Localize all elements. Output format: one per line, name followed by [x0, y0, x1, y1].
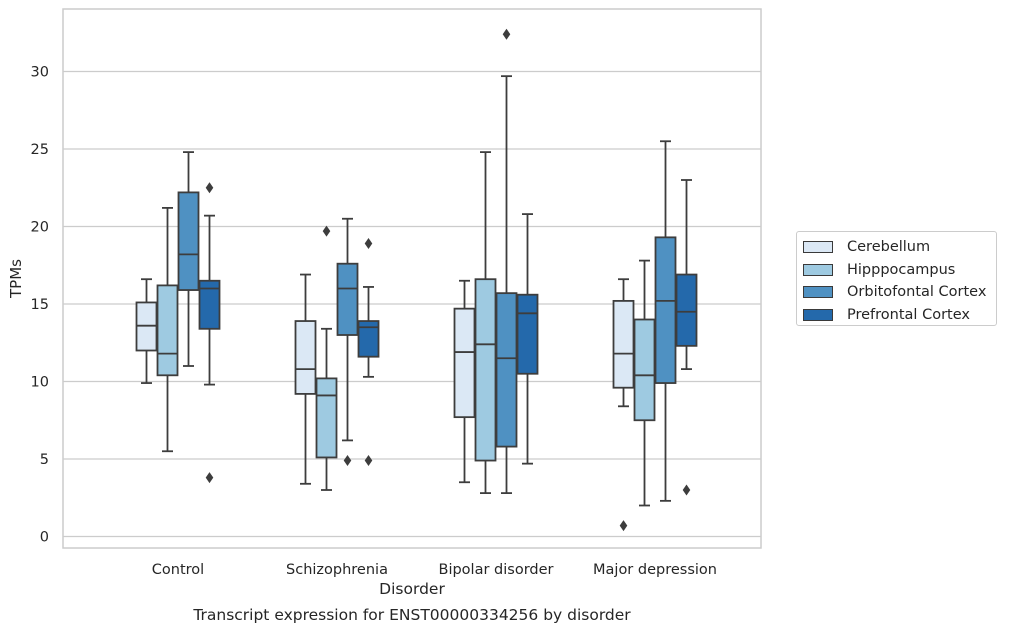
box-1-0: [156, 284, 179, 377]
y-axis-label: TPMs: [7, 259, 25, 299]
box-3-1: [357, 320, 380, 358]
legend-label: Orbitofontal Cortex: [847, 284, 987, 301]
legend-item: Orbitofontal Cortex: [803, 281, 996, 304]
legend-item: Prefrontal Cortex: [803, 304, 996, 327]
x-axis-label: Disorder: [379, 580, 445, 598]
box-3-3: [675, 273, 698, 347]
x-tick-label: Control: [152, 562, 204, 578]
outlier-point: [364, 455, 373, 467]
box-3-0: [198, 279, 221, 330]
legend-label: Hipppocampus: [847, 261, 956, 278]
outlier-point: [343, 455, 352, 467]
box-2-3: [654, 236, 677, 384]
y-tick-label: 20: [31, 220, 49, 236]
outlier-point: [502, 28, 511, 40]
box-0-3: [612, 299, 635, 389]
legend: Cerebellum Hipppocampus Orbitofontal Corte…: [796, 231, 997, 326]
y-tick-label: 0: [40, 530, 49, 546]
y-tick-label: 25: [31, 142, 49, 158]
y-tick-label: 10: [31, 375, 49, 391]
box-1-3: [633, 318, 656, 422]
box-2-0: [177, 191, 200, 291]
box-1-2: [474, 278, 497, 462]
box-1-1: [315, 377, 338, 459]
outlier-point: [205, 472, 214, 484]
legend-swatch: [803, 263, 833, 276]
box-2-2: [495, 292, 518, 448]
legend-item: Hipppocampus: [803, 259, 996, 282]
box-3-2: [516, 293, 539, 375]
outlier-point: [205, 182, 214, 194]
box-2-1: [336, 262, 359, 336]
x-tick-label: Major depression: [593, 562, 717, 578]
plot-frame: [62, 8, 762, 549]
box-0-2: [453, 307, 476, 419]
outlier-point: [682, 484, 691, 496]
y-tick-label: 15: [31, 297, 49, 313]
y-tick-label: 5: [40, 452, 49, 468]
legend-swatch: [803, 308, 833, 321]
legend-label: Cerebellum: [847, 239, 931, 256]
legend-label: Prefrontal Cortex: [847, 306, 970, 323]
box-0-1: [294, 320, 317, 395]
legend-swatch: [803, 241, 833, 254]
legend-swatch: [803, 286, 833, 299]
y-tick-label: 30: [31, 65, 49, 81]
outlier-point: [619, 520, 628, 532]
x-tick-label: Schizophrenia: [286, 562, 388, 578]
legend-item: Cerebellum: [803, 236, 996, 259]
x-tick-label: Bipolar disorder: [439, 562, 554, 578]
chart-title: Transcript expression for ENST0000033425…: [193, 606, 631, 624]
outlier-point: [322, 225, 331, 237]
outlier-point: [364, 238, 373, 250]
